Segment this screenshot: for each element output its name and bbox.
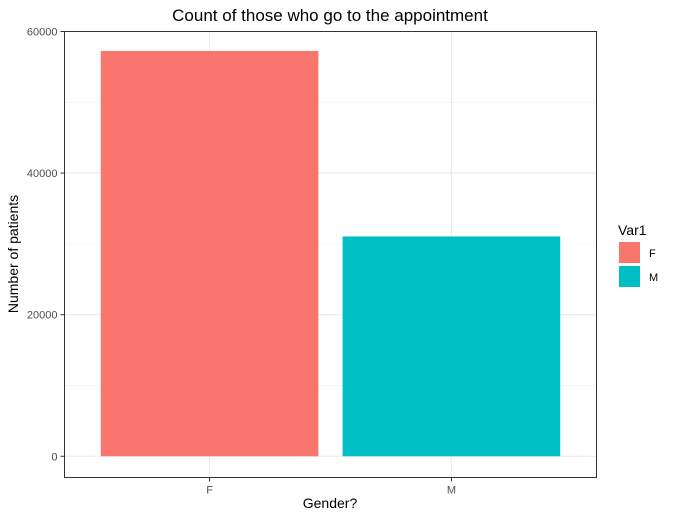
legend-key-M xyxy=(619,266,640,287)
bar-F xyxy=(100,50,319,457)
legend: Var1 FM xyxy=(618,222,658,287)
x-tick-label: M xyxy=(447,485,456,497)
x-tick-label: F xyxy=(206,485,213,497)
bars xyxy=(100,50,561,457)
x-axis-title: Gender? xyxy=(303,495,358,511)
y-tick-label: 0 xyxy=(51,451,57,463)
y-axis-title: Number of patients xyxy=(5,195,21,313)
bar-M xyxy=(342,236,561,457)
legend-label: M xyxy=(649,272,658,284)
legend-label: F xyxy=(649,248,656,260)
y-axis: 0 20000 40000 60000 xyxy=(27,27,65,463)
legend-key-F xyxy=(619,242,640,263)
legend-items: FM xyxy=(619,242,658,287)
y-tick-label: 20000 xyxy=(27,310,58,322)
plot-panel-border xyxy=(64,31,597,478)
y-tick-label: 40000 xyxy=(27,168,58,180)
legend-title: Var1 xyxy=(618,222,647,238)
chart-title: Count of those who go to the appointment xyxy=(172,6,488,25)
y-tick-label: 60000 xyxy=(27,27,58,39)
